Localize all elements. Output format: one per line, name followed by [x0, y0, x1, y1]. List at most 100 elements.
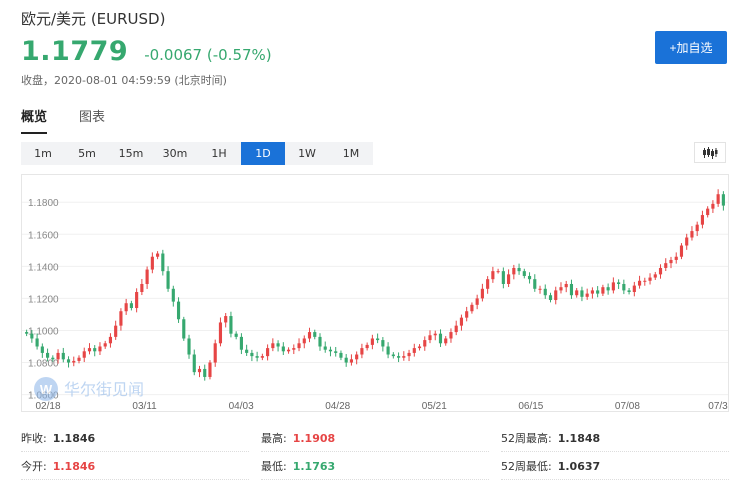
candle [25, 329, 29, 337]
period-1m[interactable]: 1m [34, 147, 52, 160]
candle [569, 279, 574, 299]
candle [344, 354, 348, 367]
period-5m[interactable]: 5m [78, 147, 96, 160]
period-15m[interactable]: 15m [118, 147, 144, 160]
x-tick-label: 03/11 [132, 401, 157, 412]
y-tick-label: 1.1200 [28, 294, 59, 305]
price-change: -0.0067 (-0.57%) [144, 46, 272, 64]
candle [575, 287, 579, 298]
candle [197, 365, 202, 378]
candle [365, 342, 369, 351]
candle [459, 314, 464, 331]
tab-chart[interactable]: 图表 [79, 110, 106, 125]
candle [496, 268, 500, 274]
candle [260, 353, 264, 361]
candle [637, 275, 642, 289]
candle [611, 277, 615, 294]
candle [370, 334, 374, 350]
add-watchlist-button[interactable]: +加自选 [655, 31, 727, 64]
candle [716, 189, 720, 207]
candlestick-chart: 1.18001.16001.14001.12001.10001.08001.06… [22, 189, 728, 412]
y-tick-label: 1.1400 [28, 262, 59, 273]
stat-52w-low: 52周最低: 1.0637 [501, 452, 741, 480]
y-tick-label: 1.1800 [28, 198, 59, 209]
candle [653, 271, 657, 280]
candle [166, 266, 170, 292]
stat-value: 1.1846 [52, 431, 96, 445]
candle [695, 221, 699, 237]
candle [428, 330, 432, 344]
candle [318, 333, 322, 351]
period-30m[interactable]: 30m [162, 147, 188, 160]
price-row: 1.1779 -0.0067 (-0.57%) [21, 36, 272, 67]
candle [119, 308, 123, 331]
candle [82, 347, 86, 363]
candle [590, 287, 594, 299]
candle [87, 343, 92, 355]
candle [266, 344, 270, 361]
period-1d[interactable]: 1D [241, 142, 285, 165]
current-price: 1.1779 [21, 36, 129, 67]
candle [229, 311, 233, 338]
candle [674, 252, 678, 264]
candle [208, 360, 212, 380]
candle [501, 267, 505, 289]
candle [35, 333, 39, 350]
candle [454, 320, 458, 336]
candle [627, 287, 631, 295]
candle [596, 286, 600, 298]
candle [386, 342, 390, 359]
candle [187, 334, 191, 359]
period-1mo[interactable]: 1M [342, 147, 360, 160]
candle [543, 284, 547, 299]
candle [323, 341, 327, 353]
candle [334, 346, 338, 357]
candle [397, 352, 401, 363]
candle [313, 329, 317, 340]
candle [475, 294, 479, 310]
chart-type-button[interactable] [694, 142, 726, 163]
candle [433, 330, 437, 341]
candle [438, 329, 443, 347]
candle [150, 252, 154, 274]
period-1w[interactable]: 1W [298, 147, 316, 160]
x-tick-label: 04/03 [229, 401, 254, 412]
candle [245, 344, 249, 356]
candlestick-icon [703, 146, 718, 159]
candle [292, 344, 296, 355]
candle [281, 342, 285, 355]
candle [156, 251, 160, 260]
y-tick-label: 1.1000 [28, 326, 59, 337]
close-timestamp: 收盘，2020-08-01 04:59:59 (北京时间) [21, 74, 227, 87]
candle [302, 335, 306, 349]
stats-row: 昨收: 1.1846 最高: 1.1908 52周最高: 1.1848 [21, 424, 746, 452]
candle [685, 233, 689, 250]
period-1h[interactable]: 1H [211, 147, 227, 160]
candle [213, 339, 217, 367]
stat-value: 1.1848 [557, 431, 601, 445]
candle [721, 191, 725, 211]
candle [512, 264, 516, 280]
candle [56, 349, 60, 364]
stat-52w-high: 52周最高: 1.1848 [501, 424, 741, 452]
candle [402, 351, 406, 361]
price-chart[interactable]: 1.18001.16001.14001.12001.10001.08001.06… [21, 174, 729, 412]
candle [658, 264, 663, 279]
candle [182, 316, 186, 341]
stat-label: 52周最低: [501, 460, 552, 473]
candle [93, 345, 97, 357]
candle [255, 351, 259, 362]
stat-low: 最低: 1.1763 [261, 452, 501, 480]
tab-overview[interactable]: 概览 [21, 106, 48, 134]
candle [564, 280, 568, 293]
candle [669, 256, 673, 269]
candle [176, 297, 181, 323]
candle [423, 336, 427, 351]
candle [224, 312, 228, 328]
candle [376, 333, 380, 344]
x-tick-label: 05/21 [422, 401, 447, 412]
candle [46, 348, 50, 362]
candle [538, 285, 542, 294]
candle [192, 349, 196, 376]
candle [349, 354, 353, 366]
